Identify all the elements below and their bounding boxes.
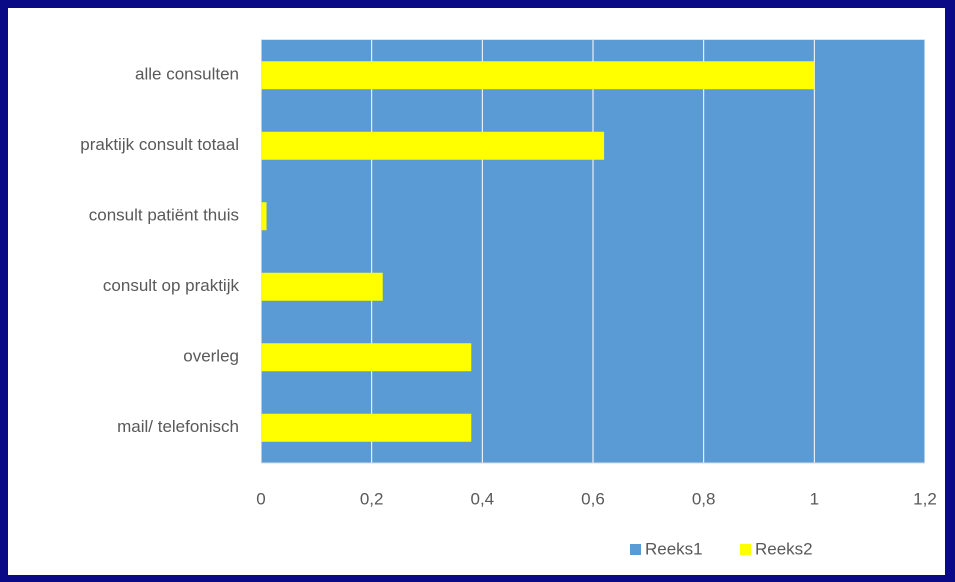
y-tick-label: alle consulten <box>135 65 239 84</box>
x-tick-label: 1,2 <box>913 489 937 508</box>
y-tick-label: mail/ telefonisch <box>117 417 239 436</box>
x-tick-label: 0,6 <box>581 489 605 508</box>
x-tick-label: 0,4 <box>471 489 495 508</box>
y-tick-label: consult patiënt thuis <box>89 206 239 225</box>
y-tick-label: overleg <box>183 347 239 366</box>
bar <box>261 413 472 442</box>
bar <box>261 131 605 160</box>
y-tick-label: praktijk consult totaal <box>80 135 239 154</box>
bar <box>261 61 815 90</box>
legend-label: Reeks2 <box>755 539 813 558</box>
legend-swatch <box>740 544 751 555</box>
bar <box>261 343 472 372</box>
x-tick-label: 0,2 <box>360 489 384 508</box>
legend-label: Reeks1 <box>645 539 703 558</box>
bar <box>261 202 267 231</box>
legend-swatch <box>630 544 641 555</box>
bar <box>261 272 383 301</box>
x-tick-label: 0 <box>256 489 265 508</box>
y-tick-label: consult op praktijk <box>103 276 240 295</box>
x-tick-label: 1 <box>810 489 819 508</box>
x-tick-label: 0,8 <box>692 489 716 508</box>
